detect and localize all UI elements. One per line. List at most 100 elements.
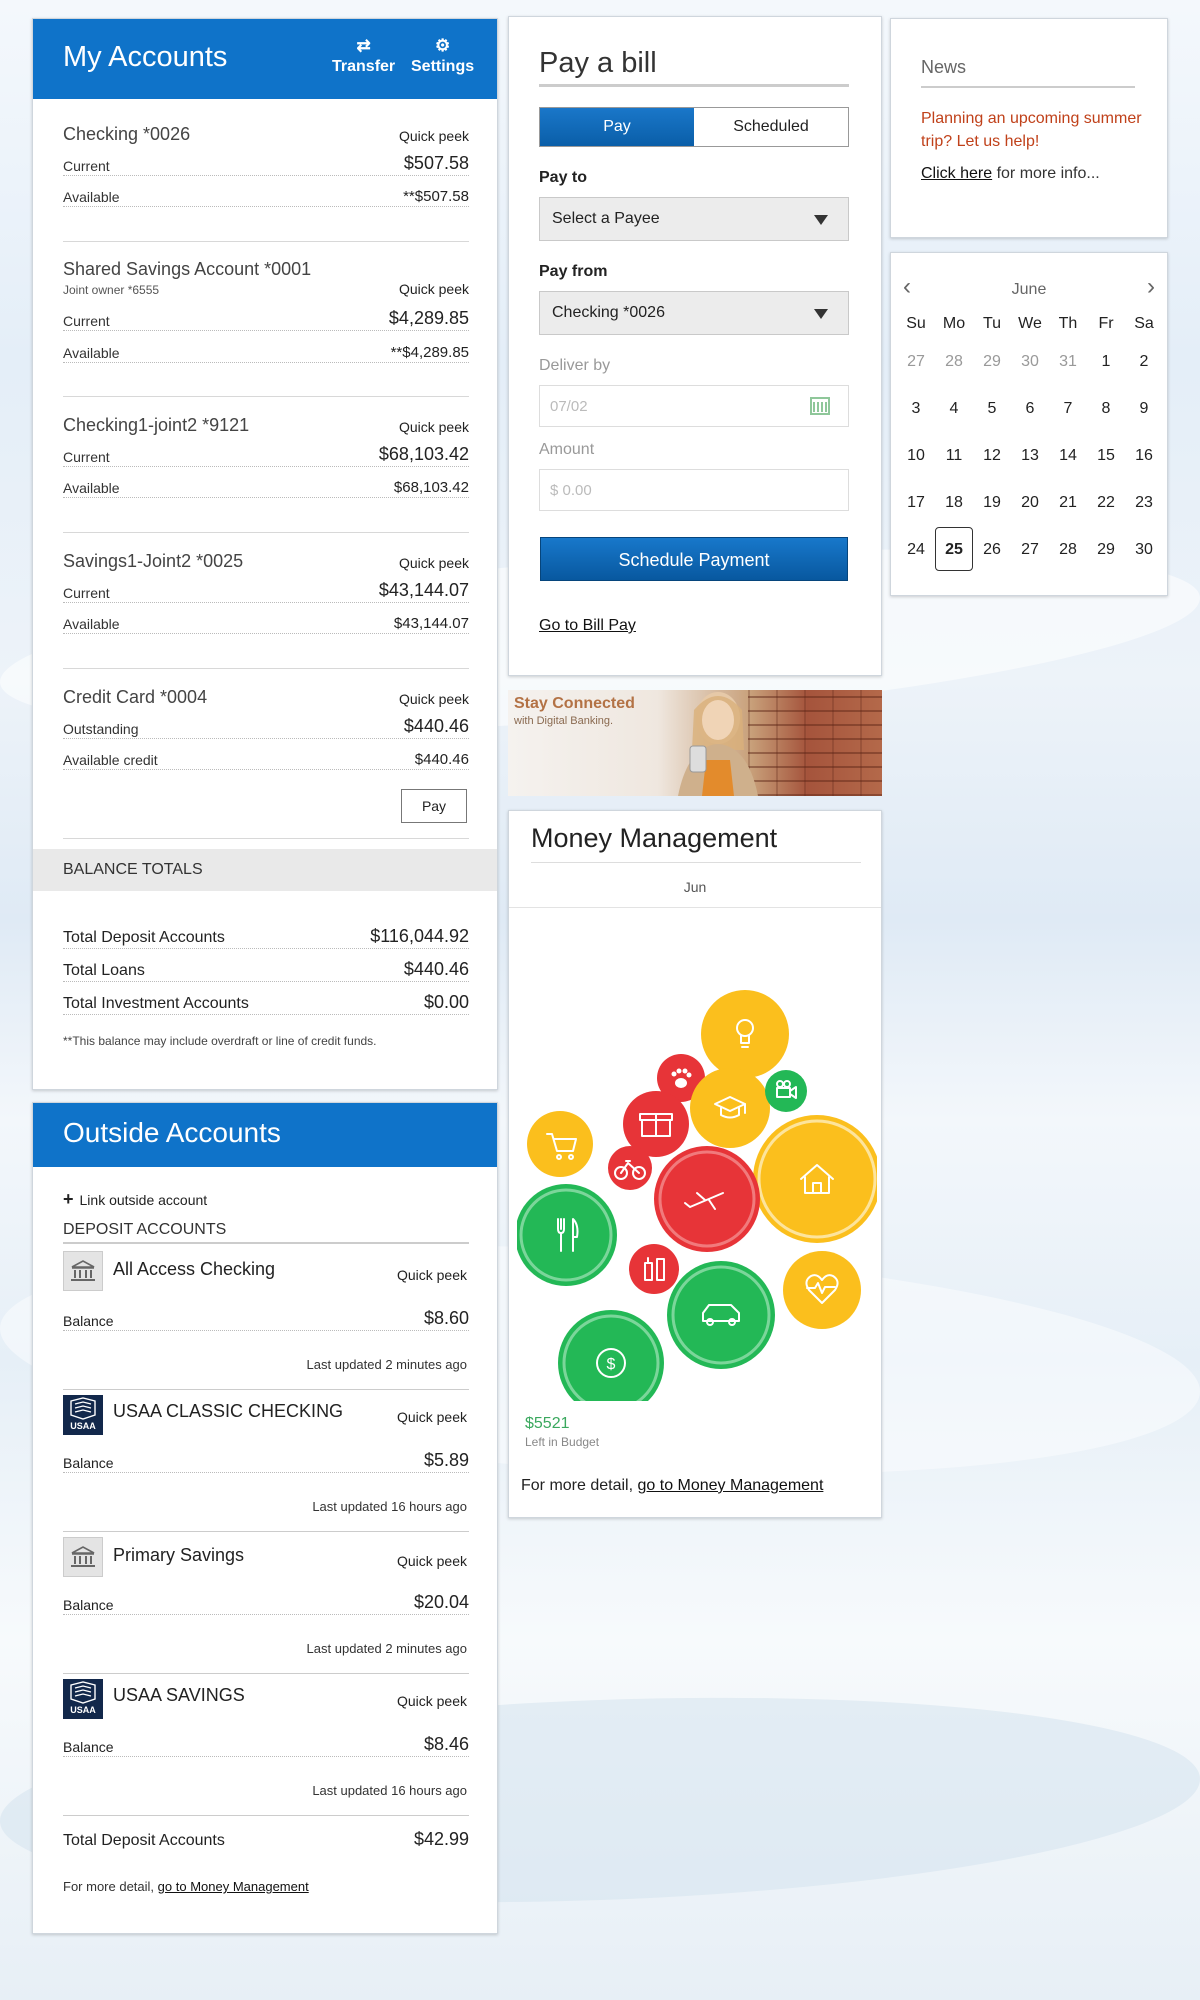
savings-bubble[interactable]: $: [558, 1310, 664, 1401]
quick-peek-link[interactable]: Quick peek: [396, 1267, 467, 1283]
chevron-left-icon[interactable]: ‹: [903, 273, 911, 300]
budget-month[interactable]: Jun: [509, 879, 881, 908]
calendar-day[interactable]: 30: [1021, 353, 1039, 370]
calendar-day-today[interactable]: 25: [935, 527, 973, 571]
calendar-day[interactable]: 8: [1101, 400, 1111, 417]
go-to-bill-pay-link[interactable]: Go to Bill Pay: [539, 617, 636, 634]
payee-select[interactable]: Select a Payee: [539, 197, 849, 241]
personal-care-bubble[interactable]: [629, 1244, 679, 1294]
calendar-day[interactable]: 29: [1097, 541, 1115, 558]
calendar-weekday: Sa: [1134, 315, 1154, 332]
pay-button[interactable]: Pay: [401, 789, 467, 823]
calendar-day[interactable]: 4: [949, 400, 959, 417]
video-bubble[interactable]: [765, 1070, 807, 1112]
outside-accounts-title: Outside Accounts: [33, 1103, 497, 1167]
outside-account-name[interactable]: Primary Savings: [113, 1545, 245, 1565]
bicycle-icon: [614, 1160, 646, 1180]
house-bubble[interactable]: [753, 1115, 877, 1243]
quick-peek-link[interactable]: Quick peek: [398, 128, 469, 144]
balance-row: Current $4,289.85: [63, 308, 469, 331]
divider: [63, 1531, 469, 1532]
calendar-day[interactable]: 3: [911, 400, 921, 417]
money-management-link[interactable]: go to Money Management: [637, 1477, 824, 1494]
more-detail-text: For more detail, go to Money Management: [521, 1477, 823, 1495]
calendar-day[interactable]: 28: [1059, 541, 1077, 558]
calendar-day[interactable]: 9: [1139, 400, 1149, 417]
calendar-weekday: Fr: [1098, 315, 1114, 332]
gift-bubble[interactable]: [623, 1091, 689, 1157]
account-checking1-joint2-9121[interactable]: Checking1-joint2 *9121 Quick peek Curren…: [63, 415, 469, 515]
calendar-day[interactable]: 14: [1059, 447, 1077, 464]
bicycle-bubble[interactable]: [608, 1146, 652, 1190]
calendar-day[interactable]: 17: [907, 494, 925, 511]
account-savings1-joint2-0025[interactable]: Savings1-Joint2 *0025 Quick peek Current…: [63, 551, 469, 651]
calendar-day[interactable]: 21: [1059, 494, 1077, 511]
chevron-right-icon[interactable]: ›: [1147, 273, 1155, 300]
calendar-day[interactable]: 27: [907, 353, 925, 370]
calendar-day[interactable]: 6: [1025, 400, 1035, 417]
calendar-day[interactable]: 27: [1021, 541, 1039, 558]
digital-banking-banner[interactable]: Stay Connected with Digital Banking.: [508, 690, 882, 796]
calendar-day[interactable]: 16: [1135, 447, 1153, 464]
click-here-link[interactable]: Click here: [921, 165, 993, 182]
calendar-day[interactable]: 7: [1063, 400, 1073, 417]
quick-peek-link[interactable]: Quick peek: [398, 691, 469, 707]
news-more-text: Click here for more info...: [921, 165, 1100, 183]
car-bubble[interactable]: [667, 1261, 775, 1369]
calendar-day[interactable]: 10: [907, 447, 925, 464]
transfer-button[interactable]: ⇄ Transfer: [332, 37, 395, 76]
shopping-cart-bubble[interactable]: [527, 1111, 593, 1177]
calendar-day[interactable]: 26: [983, 541, 1001, 558]
calendar-day[interactable]: 13: [1021, 447, 1039, 464]
balance-value: **$4,289.85: [386, 344, 469, 361]
outside-account-name[interactable]: USAA SAVINGS: [113, 1685, 245, 1705]
account-shared-savings-0001[interactable]: Shared Savings Account *0001 Joint owner…: [63, 259, 469, 379]
outside-account-name[interactable]: USAA CLASSIC CHECKING: [113, 1401, 344, 1421]
calendar-day[interactable]: 2: [1139, 353, 1149, 370]
joint-owner-text: Joint owner *6555: [63, 283, 160, 297]
quick-peek-link[interactable]: Quick peek: [398, 281, 469, 297]
paw-bubble[interactable]: [657, 1054, 705, 1102]
deliver-by-input[interactable]: 07/02: [539, 385, 849, 427]
pay-from-select[interactable]: Checking *0026: [539, 291, 849, 335]
tab-pay[interactable]: Pay: [540, 108, 694, 146]
account-checking-0026[interactable]: Checking *0026 Quick peek Current $507.58…: [63, 124, 469, 224]
graduation-bubble[interactable]: [690, 1068, 770, 1148]
settings-button[interactable]: ⚙ Settings: [411, 37, 474, 76]
balance-row: Available $68,103.42: [63, 478, 469, 498]
quick-peek-link[interactable]: Quick peek: [396, 1693, 467, 1709]
calendar-day[interactable]: 20: [1021, 494, 1039, 511]
calendar-day[interactable]: 19: [983, 494, 1001, 511]
calendar-day[interactable]: 15: [1097, 447, 1115, 464]
tab-scheduled[interactable]: Scheduled: [694, 108, 848, 146]
calendar-day[interactable]: 24: [907, 541, 925, 558]
dining-bubble[interactable]: [517, 1184, 617, 1286]
quick-peek-link[interactable]: Quick peek: [396, 1553, 467, 1569]
calendar-day[interactable]: 18: [945, 494, 963, 511]
account-credit-card-0004[interactable]: Credit Card *0004 Quick peek Outstanding…: [63, 687, 469, 787]
calendar-day[interactable]: 31: [1059, 353, 1077, 370]
amount-placeholder: $ 0.00: [550, 482, 592, 499]
calendar-icon[interactable]: [810, 397, 830, 415]
amount-input[interactable]: $ 0.00: [539, 469, 849, 511]
calendar-day[interactable]: 11: [945, 447, 963, 464]
calendar-day[interactable]: 28: [945, 353, 963, 370]
calendar-day[interactable]: 22: [1097, 494, 1115, 511]
lightbulb-bubble[interactable]: [701, 990, 789, 1078]
link-outside-account-button[interactable]: + Link outside account: [63, 1189, 207, 1210]
health-bubble[interactable]: [783, 1251, 861, 1329]
calendar-day[interactable]: 23: [1135, 494, 1153, 511]
money-management-link[interactable]: go to Money Management: [157, 1879, 309, 1894]
calendar-day[interactable]: 5: [987, 400, 997, 417]
outside-account-name[interactable]: All Access Checking: [113, 1259, 276, 1279]
quick-peek-link[interactable]: Quick peek: [398, 555, 469, 571]
quick-peek-link[interactable]: Quick peek: [396, 1409, 467, 1425]
calendar-day[interactable]: 29: [983, 353, 1001, 370]
schedule-payment-button[interactable]: Schedule Payment: [540, 537, 848, 581]
calendar-day[interactable]: 1: [1101, 353, 1111, 370]
balance-totals-header: BALANCE TOTALS: [33, 849, 497, 891]
calendar-day[interactable]: 12: [983, 447, 1001, 464]
quick-peek-link[interactable]: Quick peek: [398, 419, 469, 435]
calendar-day[interactable]: 30: [1135, 541, 1153, 558]
airplane-bubble[interactable]: [654, 1146, 760, 1252]
